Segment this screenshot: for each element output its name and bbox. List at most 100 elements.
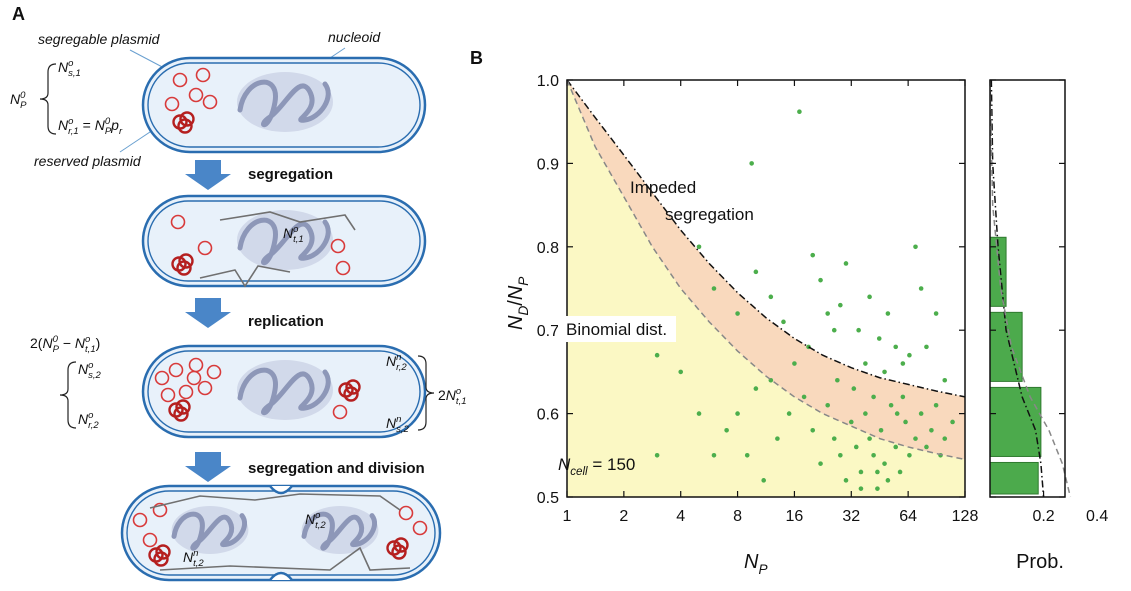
data-point bbox=[825, 311, 830, 316]
superscript: o bbox=[88, 360, 93, 371]
data-point bbox=[831, 327, 837, 333]
data-point bbox=[825, 402, 830, 408]
x-tick-label: 16 bbox=[786, 508, 804, 525]
math-text: = 150 bbox=[588, 455, 636, 474]
math-symbol: N bbox=[283, 225, 294, 241]
x-axis-label: Prob. bbox=[1016, 551, 1064, 573]
data-point bbox=[853, 444, 859, 450]
dashdot-curve bbox=[566, 79, 966, 398]
data-point bbox=[875, 469, 880, 475]
data-point bbox=[893, 344, 899, 350]
data-point bbox=[871, 453, 876, 458]
subscript: t,1 bbox=[293, 234, 304, 245]
math-symbol: p bbox=[110, 117, 119, 133]
data-point bbox=[913, 436, 918, 441]
y-tick-label: 0.8 bbox=[537, 240, 559, 257]
data-point bbox=[749, 161, 754, 166]
y-axis-label: ND/NP bbox=[505, 277, 531, 330]
data-point bbox=[900, 394, 906, 400]
x-tick-label: 0.4 bbox=[1086, 508, 1108, 525]
data-point bbox=[933, 311, 939, 316]
plasmid bbox=[412, 520, 428, 536]
subscript: t,2 bbox=[315, 520, 326, 531]
path-arrow bbox=[149, 493, 401, 511]
plasmid bbox=[170, 214, 186, 230]
plasmid bbox=[188, 357, 204, 373]
data-point bbox=[843, 261, 849, 266]
area-between bbox=[567, 80, 965, 460]
step-arrow bbox=[185, 452, 231, 482]
math-symbol: N bbox=[78, 361, 89, 377]
math-symbol: N bbox=[505, 315, 527, 330]
y-tick-label: 0.7 bbox=[537, 323, 559, 340]
cell-membrane bbox=[147, 200, 421, 282]
path-arrow bbox=[219, 211, 356, 231]
panel-label: B bbox=[470, 48, 483, 68]
superscript: 0 bbox=[53, 334, 59, 345]
subscript: D bbox=[516, 306, 531, 316]
data-point bbox=[942, 436, 948, 441]
data-point bbox=[775, 436, 780, 441]
data-point bbox=[875, 486, 880, 491]
data-point bbox=[942, 377, 948, 383]
annotation: Binomial dist. bbox=[566, 320, 667, 339]
plasmid bbox=[178, 384, 194, 400]
data-point bbox=[797, 109, 802, 114]
data-point bbox=[924, 444, 929, 450]
data-point bbox=[858, 486, 864, 491]
data-point bbox=[858, 469, 864, 475]
brace bbox=[59, 361, 77, 429]
math-symbol: N bbox=[305, 511, 316, 527]
data-point bbox=[907, 453, 912, 458]
data-point bbox=[654, 352, 660, 358]
math-text: = bbox=[79, 117, 95, 133]
data-point bbox=[792, 361, 797, 366]
plasmid bbox=[330, 238, 346, 254]
math-symbol: N bbox=[95, 117, 106, 133]
data-point bbox=[838, 453, 843, 458]
data-point bbox=[801, 394, 807, 400]
subscript: s,1 bbox=[68, 68, 81, 79]
reserved-plasmid bbox=[393, 537, 409, 553]
annotation: segregation bbox=[665, 205, 754, 224]
data-point bbox=[867, 436, 872, 441]
plasmid bbox=[160, 387, 176, 403]
math-symbol: N bbox=[10, 91, 21, 107]
dashdot-curve bbox=[990, 79, 1045, 498]
data-point bbox=[885, 311, 891, 316]
x-tick-label: 32 bbox=[842, 508, 860, 525]
area-below bbox=[567, 80, 965, 497]
data-point bbox=[918, 411, 924, 416]
data-point bbox=[786, 411, 792, 416]
data-point bbox=[818, 461, 823, 466]
histogram-bar bbox=[989, 461, 1039, 495]
x-tick-label: 2 bbox=[619, 508, 628, 525]
data-point bbox=[696, 411, 702, 416]
x-tick-label: 64 bbox=[899, 508, 917, 525]
math-symbol: N bbox=[558, 455, 571, 474]
label: nucleoid bbox=[328, 29, 381, 45]
data-point bbox=[882, 369, 887, 375]
data-point bbox=[761, 478, 766, 483]
reserved-plasmid bbox=[155, 544, 171, 560]
reserved-plasmid bbox=[175, 399, 191, 415]
superscript: o bbox=[68, 116, 73, 127]
reserved-plasmid bbox=[343, 386, 359, 402]
subscript: P bbox=[20, 100, 27, 111]
x-tick-label: 1 bbox=[563, 508, 572, 525]
cell-membrane bbox=[147, 350, 421, 433]
reserved-plasmid bbox=[153, 551, 169, 567]
data-point bbox=[724, 427, 729, 433]
data-point bbox=[950, 419, 955, 425]
brace bbox=[417, 355, 435, 431]
data-point bbox=[863, 411, 868, 416]
math-symbol: N bbox=[446, 387, 457, 403]
math-symbol: N bbox=[75, 335, 86, 351]
dashed-curve bbox=[566, 79, 966, 461]
subscript: P bbox=[758, 562, 767, 577]
